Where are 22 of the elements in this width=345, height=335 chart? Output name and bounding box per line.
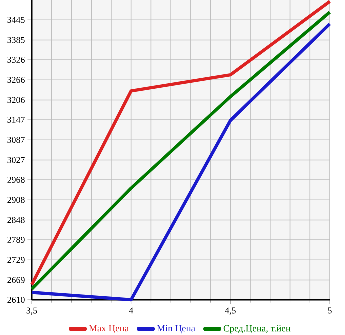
y-tick-label: 2789 xyxy=(8,236,25,244)
y-tick-label: 3147 xyxy=(8,116,25,124)
y-tick-label: 2669 xyxy=(8,277,25,284)
legend-label: Min Цена xyxy=(157,325,196,334)
x-tick-label: 3,5 xyxy=(26,308,38,316)
y-tick-label: 3087 xyxy=(8,137,25,144)
x-tick-label: 4,5 xyxy=(225,308,236,316)
y-tick-label: 2848 xyxy=(8,217,25,224)
y-tick-label: 3326 xyxy=(8,56,25,64)
x-tick-label: 5 xyxy=(328,308,332,314)
y-tick-label: 3027 xyxy=(8,157,25,164)
y-tick-label: 3385 xyxy=(8,37,25,44)
y-tick-label: 2908 xyxy=(8,197,25,204)
legend-label: Max Цена xyxy=(89,325,129,334)
y-tick-label: 3266 xyxy=(8,77,25,84)
x-tick-label: 4 xyxy=(129,308,134,314)
y-tick-label: 2729 xyxy=(8,257,25,264)
legend-label: Сред.Цена, т.йен xyxy=(224,325,291,334)
y-tick-label: 2610 xyxy=(8,296,25,304)
y-tick-label: 3445 xyxy=(8,17,25,24)
y-tick-label: 2968 xyxy=(8,176,25,184)
y-tick-label: 3206 xyxy=(8,97,25,104)
